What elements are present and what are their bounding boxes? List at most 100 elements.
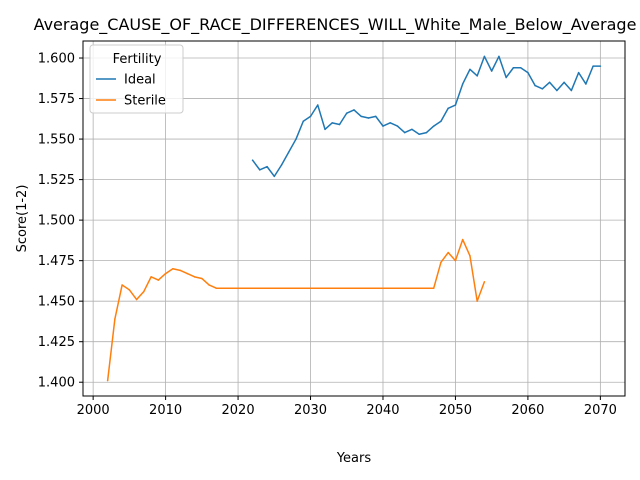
- x-tick-label: 2050: [439, 403, 472, 418]
- x-axis-ticks: 2000 2010 2020 2030 2040 2050 2060 2070: [77, 396, 617, 418]
- data-point-ideal: [259, 169, 261, 171]
- data-point-sterile: [280, 287, 283, 289]
- data-point-sterile: [164, 272, 167, 275]
- data-point-sterile: [302, 287, 305, 289]
- y-tick-label: 1.600: [38, 52, 75, 67]
- series-layer: [106, 55, 602, 382]
- data-point-ideal: [396, 125, 399, 127]
- y-tick-label: 1.450: [38, 295, 75, 310]
- chart-title: Average_CAUSE_OF_RACE_DIFFERENCES_WILL_W…: [34, 15, 637, 35]
- data-point-ideal: [577, 71, 580, 74]
- data-point-ideal: [302, 120, 305, 122]
- data-point-ideal: [432, 125, 435, 127]
- data-point-ideal: [527, 71, 529, 74]
- y-tick-label: 1.500: [38, 214, 75, 229]
- data-point-sterile: [389, 287, 391, 289]
- data-point-ideal: [403, 131, 406, 134]
- data-point-sterile: [476, 300, 478, 302]
- grid-lines: [83, 41, 625, 396]
- data-point-sterile: [201, 277, 203, 280]
- data-point-ideal: [295, 138, 297, 140]
- data-point-sterile: [360, 287, 362, 289]
- data-point-ideal: [556, 89, 558, 92]
- data-point-sterile: [425, 287, 428, 289]
- data-point-sterile: [447, 251, 449, 254]
- data-point-ideal: [425, 131, 428, 134]
- legend-box: [89, 44, 184, 114]
- data-point-ideal: [534, 84, 536, 87]
- x-axis-label: Years: [336, 451, 372, 466]
- data-point-sterile: [454, 259, 457, 262]
- data-point-ideal: [512, 67, 515, 69]
- data-point-ideal: [346, 112, 348, 114]
- data-point-ideal: [454, 104, 457, 106]
- data-point-sterile: [215, 287, 218, 289]
- data-point-sterile: [469, 255, 471, 257]
- legend-label-sterile: Sterile: [124, 94, 166, 109]
- x-tick-label: 2020: [222, 403, 255, 418]
- legend-title: Fertility: [113, 52, 162, 67]
- data-point-sterile: [157, 279, 160, 281]
- x-tick-label: 2000: [77, 403, 110, 418]
- data-point-sterile: [172, 268, 174, 270]
- data-point-ideal: [266, 165, 268, 168]
- data-point-sterile: [121, 284, 123, 286]
- data-point-sterile: [418, 287, 420, 289]
- y-tick-label: 1.475: [38, 254, 75, 269]
- x-tick-label: 2010: [149, 403, 182, 418]
- legend-items: Ideal Sterile: [96, 73, 166, 109]
- data-point-sterile: [295, 287, 297, 289]
- data-point-ideal: [476, 75, 478, 77]
- data-point-sterile: [374, 287, 377, 289]
- data-point-ideal: [382, 125, 384, 127]
- legend-label-ideal: Ideal: [124, 73, 156, 88]
- data-point-ideal: [280, 164, 283, 166]
- data-point-sterile: [367, 287, 370, 289]
- data-point-ideal: [353, 109, 355, 111]
- data-point-ideal: [309, 115, 312, 118]
- data-point-ideal: [374, 115, 377, 118]
- data-point-ideal: [592, 65, 594, 67]
- data-point-sterile: [432, 287, 435, 289]
- data-point-sterile: [273, 287, 276, 289]
- legend-item-sterile: Sterile: [96, 94, 166, 109]
- x-tick-label: 2040: [366, 403, 399, 418]
- data-point-sterile: [259, 287, 261, 289]
- data-point-ideal: [483, 55, 486, 58]
- data-point-sterile: [382, 287, 384, 289]
- data-point-ideal: [505, 76, 507, 79]
- data-point-sterile: [324, 287, 326, 289]
- data-point-sterile: [114, 318, 116, 320]
- y-axis-label: Score(1-2): [15, 185, 30, 253]
- data-point-sterile: [396, 287, 399, 289]
- data-point-ideal: [490, 70, 493, 72]
- data-point-sterile: [237, 287, 239, 289]
- data-point-ideal: [498, 55, 500, 58]
- data-point-ideal: [338, 123, 341, 126]
- y-tick-label: 1.400: [38, 376, 75, 391]
- data-point-ideal: [273, 175, 276, 178]
- data-point-sterile: [346, 287, 348, 289]
- data-point-ideal: [599, 65, 602, 67]
- plot-frame: [82, 40, 626, 397]
- data-point-sterile: [222, 287, 225, 289]
- y-axis-ticks: 1.400 1.425 1.450 1.475 1.500 1.525 1.550 1.575…: [38, 52, 83, 391]
- y-tick-label: 1.525: [38, 173, 75, 188]
- data-point-ideal: [331, 122, 334, 124]
- data-point-sterile: [179, 269, 181, 272]
- data-point-sterile: [150, 276, 152, 278]
- data-point-ideal: [251, 159, 254, 161]
- data-point-sterile: [186, 272, 189, 275]
- data-point-ideal: [548, 81, 551, 84]
- data-point-ideal: [324, 128, 326, 131]
- data-point-sterile: [193, 276, 196, 278]
- y-tick-label: 1.550: [38, 133, 75, 148]
- data-point-ideal: [541, 88, 544, 90]
- data-point-sterile: [331, 287, 334, 289]
- data-point-sterile: [143, 290, 145, 293]
- data-point-sterile: [309, 287, 312, 289]
- legend-item-ideal: Ideal: [96, 73, 156, 88]
- data-point-ideal: [411, 128, 413, 131]
- data-point-sterile: [440, 261, 442, 264]
